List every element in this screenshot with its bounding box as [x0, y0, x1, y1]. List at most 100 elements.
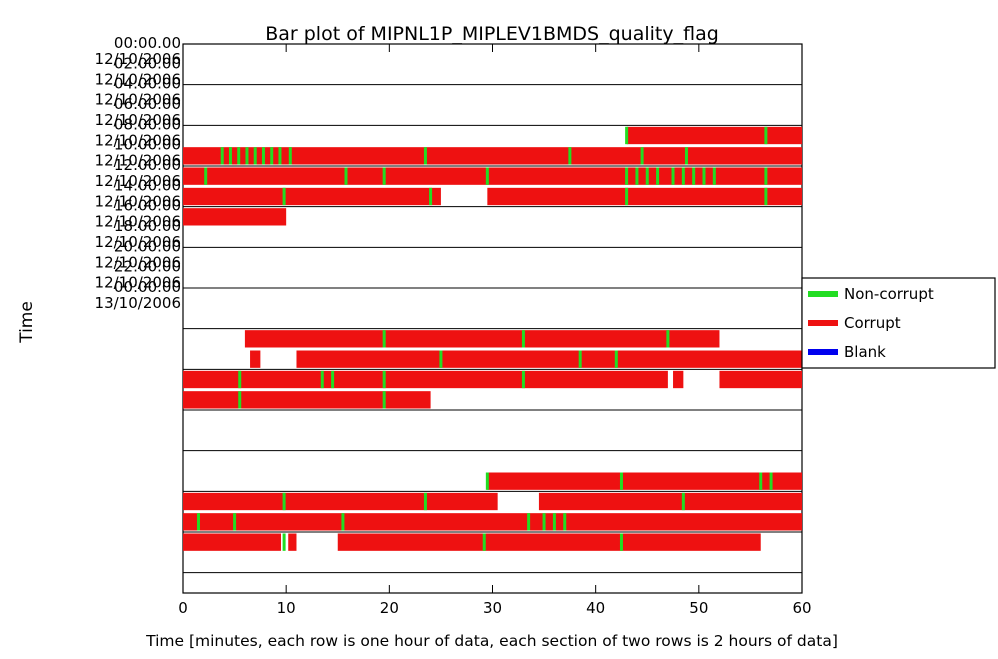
noncorrupt-mark	[619, 472, 623, 490]
noncorrupt-mark	[625, 187, 629, 206]
noncorrupt-mark	[666, 330, 670, 348]
y-tick-date: 12/10/2006	[95, 152, 181, 170]
noncorrupt-mark	[625, 126, 629, 145]
x-tick-label: 20	[380, 599, 399, 617]
legend: Non-corrupt Corrupt Blank	[801, 277, 996, 369]
noncorrupt-mark	[237, 147, 241, 165]
corrupt-bar	[183, 187, 441, 206]
corrupt-bar	[673, 370, 684, 389]
corrupt-bar	[183, 208, 287, 226]
noncorrupt-mark	[331, 370, 335, 389]
noncorrupt-mark	[238, 370, 242, 389]
noncorrupt-mark	[521, 330, 525, 348]
noncorrupt-mark	[485, 472, 489, 490]
noncorrupt-mark	[382, 167, 386, 185]
corrupt-bar	[183, 513, 802, 531]
plot-area: 0 10 20 30 40 50 6000:00.0012/10/200602:00.001…	[95, 34, 812, 617]
y-tick-date: 12/10/2006	[95, 91, 181, 109]
x-tick-label: 0	[178, 599, 188, 617]
corrupt-bar	[538, 492, 802, 511]
x-tick-label: 10	[277, 599, 296, 617]
noncorrupt-mark	[253, 147, 257, 165]
corrupt-bar	[487, 187, 802, 206]
noncorrupt-mark	[270, 147, 274, 165]
noncorrupt-mark	[382, 370, 386, 389]
corrupt-bar	[183, 533, 282, 551]
legend-label: Corrupt	[844, 314, 901, 332]
corrupt-bar	[626, 126, 802, 145]
y-tick-time: 14:00.00	[114, 176, 181, 194]
noncorrupt-mark	[423, 147, 427, 165]
noncorrupt-mark	[527, 513, 531, 531]
noncorrupt-mark	[614, 350, 618, 368]
legend-label: Non-corrupt	[844, 285, 934, 303]
noncorrupt-mark	[542, 513, 546, 531]
y-tick-date: 12/10/2006	[95, 233, 181, 251]
noncorrupt-mark	[656, 167, 660, 185]
corrupt-bar	[337, 533, 761, 551]
y-tick-time: 08:00.00	[114, 115, 181, 133]
noncorrupt-mark	[320, 370, 324, 389]
corrupt-bar	[183, 370, 668, 389]
chart-title: Bar plot of MIPNL1P_MIPLEV1BMDS_quality_…	[265, 23, 719, 45]
x-tick-label: 50	[689, 599, 708, 617]
y-tick-time: 16:00.00	[114, 197, 181, 215]
noncorrupt-mark	[233, 513, 237, 531]
legend-swatch	[808, 320, 838, 326]
y-tick-time: 06:00.00	[114, 95, 181, 113]
noncorrupt-mark	[578, 350, 582, 368]
y-tick-date: 12/10/2006	[95, 274, 181, 292]
noncorrupt-mark	[282, 492, 286, 511]
noncorrupt-mark	[439, 350, 443, 368]
x-tick-label: 40	[586, 599, 605, 617]
noncorrupt-mark	[764, 126, 768, 145]
noncorrupt-mark	[423, 492, 427, 511]
noncorrupt-mark	[278, 147, 282, 165]
corrupt-bar	[250, 350, 261, 368]
corrupt-bar	[487, 472, 802, 490]
corrupt-bar	[244, 330, 720, 348]
noncorrupt-mark	[288, 147, 292, 165]
corrupt-bar	[183, 492, 498, 511]
noncorrupt-mark	[764, 187, 768, 206]
noncorrupt-mark	[220, 147, 224, 165]
y-tick-time: 22:00.00	[114, 258, 181, 276]
noncorrupt-mark	[196, 513, 200, 531]
x-tick-label: 60	[792, 599, 811, 617]
noncorrupt-mark	[382, 391, 386, 409]
corrupt-bar	[183, 167, 802, 185]
y-tick-date: 12/10/2006	[95, 131, 181, 149]
noncorrupt-mark	[238, 391, 242, 409]
noncorrupt-mark	[681, 492, 685, 511]
y-tick-date: 12/10/2006	[95, 213, 181, 231]
noncorrupt-mark	[261, 147, 265, 165]
noncorrupt-mark	[429, 187, 433, 206]
noncorrupt-mark	[764, 167, 768, 185]
noncorrupt-mark	[619, 533, 623, 551]
noncorrupt-mark	[382, 330, 386, 348]
legend-swatch	[808, 349, 838, 355]
legend-swatch	[808, 291, 838, 297]
noncorrupt-mark	[282, 533, 286, 551]
y-tick-time: 04:00.00	[114, 75, 181, 93]
y-tick-date: 12/10/2006	[95, 70, 181, 88]
noncorrupt-mark	[640, 147, 644, 165]
noncorrupt-mark	[625, 167, 629, 185]
y-tick-date: 12/10/2006	[95, 50, 181, 68]
y-tick-time: 20:00.00	[114, 237, 181, 255]
corrupt-bar	[288, 533, 297, 551]
x-axis-label: Time [minutes, each row is one hour of d…	[145, 632, 838, 650]
y-tick-date: 12/10/2006	[95, 172, 181, 190]
y-tick-time: 00:00.00	[114, 34, 181, 52]
y-tick-date: 12/10/2006	[95, 253, 181, 271]
noncorrupt-mark	[344, 167, 348, 185]
noncorrupt-mark	[341, 513, 345, 531]
corrupt-bar	[183, 147, 802, 165]
x-tick-label: 30	[483, 599, 502, 617]
y-tick-time: 00:00.00	[114, 278, 181, 296]
noncorrupt-mark	[521, 370, 525, 389]
noncorrupt-mark	[563, 513, 567, 531]
noncorrupt-mark	[681, 167, 685, 185]
y-tick-date: 12/10/2006	[95, 192, 181, 210]
